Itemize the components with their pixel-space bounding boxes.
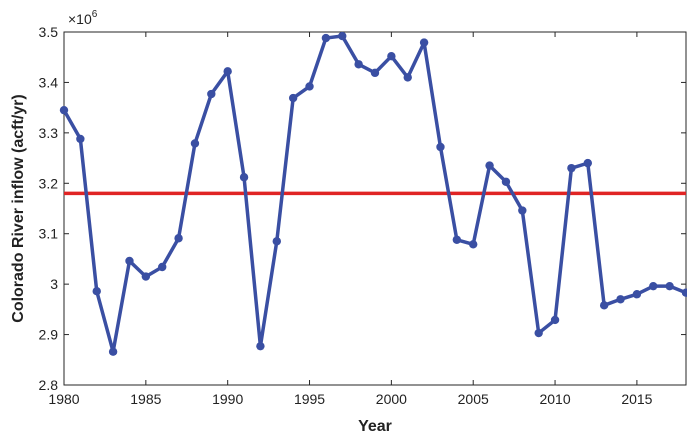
data-point [92, 287, 101, 296]
y-tick-label: 3.5 [39, 24, 59, 40]
y-tick-label: 3.3 [39, 125, 59, 141]
x-tick-label: 1990 [212, 391, 243, 407]
series-layer [59, 31, 687, 356]
y-tick-label: 3.1 [39, 226, 59, 242]
data-point [59, 105, 69, 115]
data-point [403, 73, 412, 82]
data-point [108, 347, 118, 356]
data-point [174, 234, 183, 243]
data-point [501, 177, 511, 186]
y-tick-label: 2.9 [39, 327, 59, 343]
data-point [354, 60, 363, 69]
y-axis-exponent: ×106 [68, 9, 98, 27]
data-point [649, 281, 658, 291]
data-point [452, 235, 462, 244]
data-point [583, 158, 592, 168]
data-point [518, 206, 527, 215]
data-point [141, 272, 151, 281]
data-point [256, 341, 265, 351]
data-point [387, 52, 396, 61]
data-point [534, 328, 543, 338]
data-point [190, 139, 200, 148]
data-point [616, 295, 625, 304]
data-point [665, 281, 674, 291]
data-point [485, 161, 494, 170]
data-point [158, 262, 167, 272]
x-axis-title: Year [358, 418, 392, 435]
data-point [338, 31, 347, 41]
data-point [207, 89, 216, 99]
y-axis-ticks: 2.8 2.9 3 3.1 3.2 3.3 3.4 3.5 [39, 24, 686, 393]
x-tick-label: 2010 [539, 391, 570, 407]
data-point [305, 82, 314, 91]
x-axis-ticks: 1980 1985 1990 1995 2000 2005 2010 2015 [48, 32, 653, 407]
data-point [469, 240, 478, 249]
y-tick-label: 3 [50, 276, 58, 292]
x-tick-label: 1980 [48, 391, 79, 407]
data-point [681, 288, 687, 297]
plot-frame [63, 31, 687, 386]
data-point [321, 33, 331, 43]
x-tick-label: 1985 [130, 391, 161, 407]
y-axis-exponent-power: 6 [92, 9, 98, 20]
y-tick-label: 3.4 [39, 74, 59, 90]
x-tick-label: 1995 [294, 391, 325, 407]
data-point [272, 237, 281, 246]
x-tick-label: 2000 [376, 391, 407, 407]
plot-area [59, 31, 687, 386]
data-point [125, 256, 134, 266]
data-point [223, 67, 232, 76]
data-point [632, 290, 642, 299]
x-tick-label: 2005 [458, 391, 489, 407]
x-tick-label: 2015 [621, 391, 652, 407]
y-tick-label: 3.2 [39, 175, 59, 191]
data-point [599, 301, 609, 310]
y-axis-exponent-base: ×10 [68, 11, 92, 27]
data-point [370, 68, 380, 78]
data-point [419, 38, 429, 47]
y-tick-label: 2.8 [39, 377, 59, 393]
data-point [550, 315, 560, 325]
data-point [436, 142, 445, 152]
data-point [288, 93, 298, 103]
data-point [76, 134, 85, 144]
data-point [567, 163, 576, 173]
y-axis-title: Colorado River inflow (acft/yr) [10, 94, 27, 322]
data-point [239, 173, 249, 182]
